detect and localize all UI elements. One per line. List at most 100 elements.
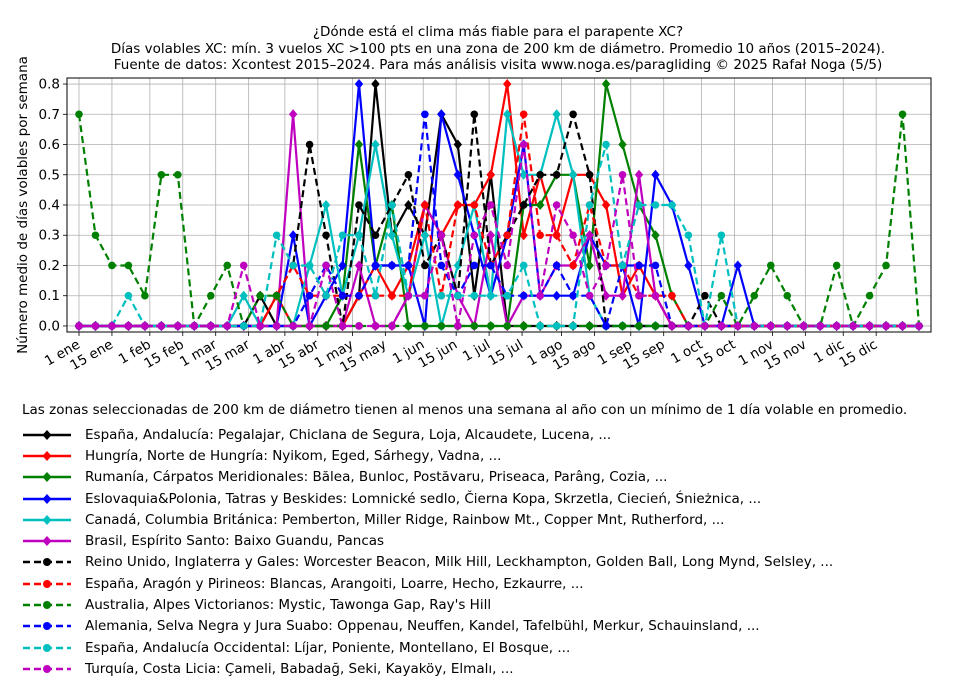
legend-swatch [23, 450, 71, 461]
data-point [338, 260, 347, 271]
y-tick-label: 0.7 [39, 107, 60, 123]
data-point [701, 322, 709, 330]
data-point [519, 140, 528, 149]
data-point [305, 140, 314, 149]
data-point [190, 322, 199, 330]
data-point [766, 261, 775, 270]
series-line [79, 113, 919, 328]
data-point [552, 170, 561, 179]
data-point [75, 110, 83, 119]
series-line [79, 113, 919, 328]
data-point [816, 322, 824, 330]
data-point [470, 110, 479, 119]
data-point [717, 322, 726, 330]
data-point [618, 290, 627, 301]
data-point [503, 261, 512, 270]
data-point [420, 230, 430, 241]
data-point [832, 261, 841, 270]
data-point [355, 231, 363, 240]
legend-swatch [23, 493, 71, 504]
data-point [486, 291, 495, 300]
data-point [371, 261, 380, 270]
data-point [371, 322, 380, 330]
data-point [206, 322, 215, 330]
data-point [519, 169, 528, 180]
legend-label: Eslovaquia&Polonia, Tatras y Beskides: L… [85, 490, 762, 507]
legend-label: Alemania, Selva Negra y Jura Suabo: Oppe… [85, 618, 760, 635]
data-point [519, 322, 528, 330]
data-point [91, 231, 100, 240]
data-point [750, 322, 759, 330]
data-point [305, 291, 314, 300]
data-point [618, 170, 627, 179]
series-6 [74, 109, 924, 331]
data-point [288, 109, 298, 120]
data-point [338, 322, 347, 330]
data-point [404, 322, 413, 330]
data-point [552, 109, 561, 120]
x-tick-label: 15 dic [836, 337, 880, 371]
y-tick-label: 0.3 [39, 228, 60, 244]
data-point [272, 322, 281, 330]
data-point [684, 260, 693, 271]
data-point [503, 291, 512, 300]
data-point [832, 322, 841, 330]
series-line [79, 143, 919, 328]
data-point [552, 322, 561, 330]
data-point [421, 201, 429, 209]
data-point [354, 79, 364, 90]
y-tick-label: 0.0 [39, 318, 60, 334]
data-point [849, 322, 857, 330]
data-point [289, 261, 297, 270]
y-tick-label: 0.8 [39, 77, 60, 93]
legend-label: España, Aragón y Pirineos: Blancas, Aran… [85, 575, 584, 592]
legend-label: Australia, Alpes Victorianos: Mystic, Ta… [85, 597, 492, 614]
data-point [437, 231, 446, 240]
data-point [206, 291, 215, 300]
chart-title-line-3: Fuente de datos: Xcontest 2015–2024. Par… [114, 57, 882, 73]
legend-item: Alemania, Selva Negra y Jura Suabo: Oppe… [22, 616, 833, 637]
data-point [602, 261, 610, 270]
legend-label: España, Andalucía: Pegalajar, Chiclana d… [85, 426, 612, 443]
data-point [223, 322, 232, 330]
data-point [486, 322, 495, 330]
line-chart: ¿Dónde está el clima más fiable para el … [15, 24, 932, 376]
data-point [174, 170, 182, 179]
data-point [503, 109, 512, 120]
data-point [651, 230, 660, 241]
data-point [734, 322, 742, 330]
data-point [618, 139, 627, 150]
legend-swatch [23, 622, 71, 631]
series-10 [75, 110, 923, 330]
data-point [552, 290, 561, 301]
data-point [470, 261, 479, 270]
data-point [272, 291, 281, 300]
data-point [338, 231, 347, 240]
legend-swatch [23, 664, 71, 673]
data-point [404, 170, 413, 179]
data-point [174, 322, 182, 330]
legend-item: Turquía, Costa Licia: Çameli, Babadağ, S… [22, 658, 833, 679]
data-point [568, 169, 578, 180]
legend-label: Reino Unido, Inglaterra y Gales: Worcest… [85, 554, 834, 571]
data-point [454, 201, 462, 209]
data-point [865, 322, 874, 330]
data-point [437, 291, 446, 300]
legend-item: Reino Unido, Inglaterra y Gales: Worcest… [22, 552, 833, 573]
legend-swatch [23, 429, 71, 440]
data-point [585, 322, 594, 330]
data-point [783, 291, 792, 300]
legend-item: España, Andalucía Occidental: Líjar, Pon… [22, 637, 833, 658]
legend-item: España, Andalucía: Pegalajar, Chiclana d… [22, 424, 833, 445]
data-point [141, 291, 149, 300]
data-point [486, 261, 495, 270]
data-point [536, 231, 544, 240]
data-point [733, 260, 743, 271]
data-point [404, 291, 413, 300]
data-point [421, 110, 429, 119]
series-7 [75, 110, 923, 330]
data-point [585, 170, 594, 179]
chart-title-line-1: ¿Dónde está el clima más fiable para el … [313, 24, 683, 40]
data-point [454, 291, 462, 300]
data-point [157, 170, 166, 179]
